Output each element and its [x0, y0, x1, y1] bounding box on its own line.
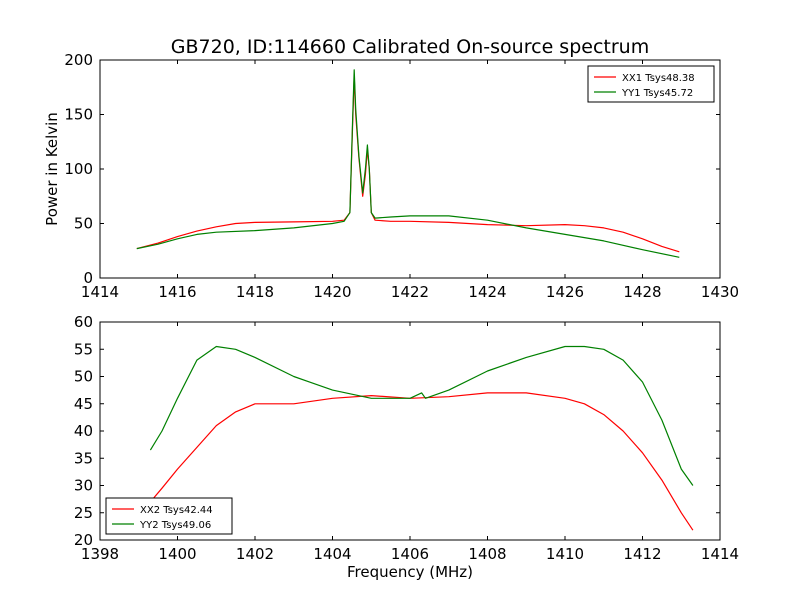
- y-tick-label: 100: [64, 160, 93, 178]
- legend-entry: YY2 Tsys49.06: [139, 520, 211, 531]
- x-tick-label: 1402: [236, 545, 274, 563]
- legend: XX2 Tsys42.44 YY2 Tsys49.06: [105, 497, 233, 535]
- top-panel: 1414 1416 1418 1420 1422 1424 1426 1428 1430 0 50 1…: [43, 51, 739, 301]
- y-tick-label: 20: [74, 531, 93, 549]
- legend-box: [105, 497, 233, 535]
- y-tick-label: 35: [74, 449, 93, 467]
- x-tick-label: 1428: [623, 283, 661, 301]
- y-tick-label: 40: [74, 422, 93, 440]
- x-tick-label: 1418: [236, 283, 274, 301]
- legend-entry: XX1 Tsys48.38: [622, 73, 695, 84]
- series-line-2: [136, 69, 680, 258]
- x-tick-label: 1410: [546, 545, 584, 563]
- y-tick-label: 60: [74, 313, 93, 331]
- y-tick-label: 55: [74, 340, 93, 358]
- x-tick-label: 1406: [391, 545, 429, 563]
- y-tick-label: 45: [74, 395, 93, 413]
- x-tick-label: 1404: [313, 545, 351, 563]
- y-axis-label: Power in Kelvin: [43, 112, 61, 226]
- chart-title: GB720, ID:114660 Calibrated On-source sp…: [171, 36, 649, 58]
- series-group: [149, 345, 694, 531]
- legend-entry: XX2 Tsys42.44: [140, 505, 213, 516]
- x-tick-label: 1400: [158, 545, 196, 563]
- legend-box: [587, 65, 715, 103]
- x-tick-label: 1420: [313, 283, 351, 301]
- y-tick-label: 30: [74, 477, 93, 495]
- x-tick-label: 1430: [701, 283, 739, 301]
- y-tick-label: 50: [74, 368, 93, 386]
- series-line-2: [149, 345, 694, 486]
- x-tick-label: 1414: [81, 283, 119, 301]
- y-tick-label: 50: [74, 215, 93, 233]
- x-tick-label: 1412: [623, 545, 661, 563]
- x-axis-label: Frequency (MHz): [347, 563, 473, 581]
- legend: XX1 Tsys48.38 YY1 Tsys45.72: [587, 65, 715, 103]
- y-tick-label: 150: [64, 106, 93, 124]
- legend-entry: YY1 Tsys45.72: [621, 88, 693, 99]
- series-line-1: [136, 75, 680, 253]
- x-tick-label: 1426: [546, 283, 584, 301]
- x-tick-label: 1408: [468, 545, 506, 563]
- y-tick-label: 25: [74, 504, 93, 522]
- y-tick-label: 200: [64, 51, 93, 69]
- x-tick-label: 1414: [701, 545, 739, 563]
- x-tick-label: 1422: [391, 283, 429, 301]
- x-tick-label: 1416: [158, 283, 196, 301]
- x-tick-label: 1398: [81, 545, 119, 563]
- bottom-panel: 1398 1400 1402 1404 1406 1408 1410 1412 1414 20 25…: [74, 313, 739, 563]
- y-tick-label: 0: [83, 269, 93, 287]
- series-group: [136, 69, 680, 258]
- x-tick-label: 1424: [468, 283, 506, 301]
